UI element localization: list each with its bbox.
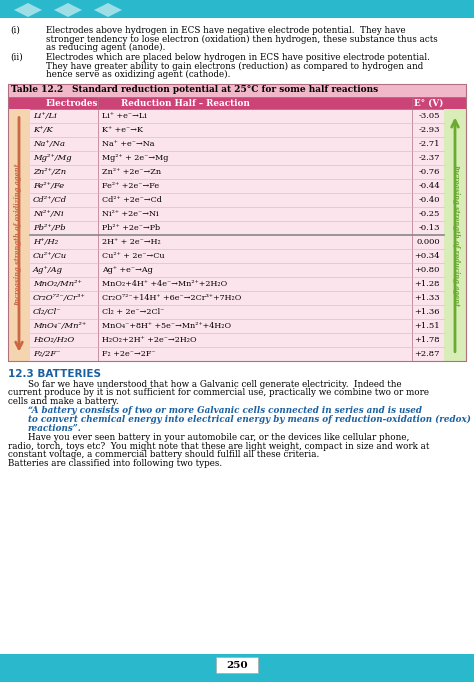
Bar	[8, 84, 466, 361]
Text: Zn²⁺/Zn: Zn²⁺/Zn	[33, 168, 66, 175]
Bar	[8, 84, 466, 97]
Text: 250: 250	[226, 660, 248, 670]
Text: -2.71: -2.71	[419, 140, 440, 147]
Text: K⁺/K: K⁺/K	[33, 125, 53, 134]
Text: So far we have understood that how a Galvanic cell generate electricity.  Indeed: So far we have understood that how a Gal…	[28, 380, 401, 389]
Text: Fe²⁺/Fe: Fe²⁺/Fe	[33, 181, 64, 190]
Text: +2.87: +2.87	[414, 350, 440, 357]
Text: Cr₂O⁷²⁻/Cr³⁺: Cr₂O⁷²⁻/Cr³⁺	[33, 293, 86, 301]
Text: Ni²⁺ +2e⁻→Ni: Ni²⁺ +2e⁻→Ni	[102, 209, 159, 218]
Text: 2H⁺ + 2e⁻→H₂: 2H⁺ + 2e⁻→H₂	[102, 237, 161, 246]
Text: Electrodes which are placed below hydrogen in ECS have positive electrode potent: Electrodes which are placed below hydrog…	[46, 53, 430, 62]
Text: Li⁺ +e⁻→Li: Li⁺ +e⁻→Li	[102, 112, 147, 119]
Text: Ni²⁺/Ni: Ni²⁺/Ni	[33, 209, 64, 218]
Text: F₂/2F⁻: F₂/2F⁻	[33, 350, 61, 357]
Text: Cl₂/Cl⁻: Cl₂/Cl⁻	[33, 308, 62, 316]
Text: +1.51: +1.51	[414, 322, 440, 329]
Text: to convert chemical energy into electrical energy by means of reduction-oxidatio: to convert chemical energy into electric…	[28, 415, 471, 424]
Text: +0.80: +0.80	[415, 265, 440, 273]
Text: H₂O₂+2H⁺ +2e⁻→2H₂O: H₂O₂+2H⁺ +2e⁻→2H₂O	[102, 336, 197, 344]
Text: F₂ +2e⁻→2F⁻: F₂ +2e⁻→2F⁻	[102, 350, 155, 357]
Text: Reduction Half – Reaction: Reduction Half – Reaction	[120, 99, 249, 108]
Text: -0.25: -0.25	[419, 209, 440, 218]
Text: Cr₂O⁷²⁻+14H⁺ +6e⁻→2Cr³⁺+7H₂O: Cr₂O⁷²⁻+14H⁺ +6e⁻→2Cr³⁺+7H₂O	[102, 293, 241, 301]
Text: (ii): (ii)	[10, 53, 23, 62]
Text: -0.13: -0.13	[419, 224, 440, 232]
Text: MnO₄⁻/Mn²⁺: MnO₄⁻/Mn²⁺	[33, 322, 86, 329]
Text: H⁺/H₂: H⁺/H₂	[33, 237, 58, 246]
Text: -3.05: -3.05	[419, 112, 440, 119]
Polygon shape	[94, 3, 122, 17]
Text: reactions”.: reactions”.	[28, 424, 82, 432]
Text: Electrodes: Electrodes	[46, 99, 98, 108]
Text: +1.36: +1.36	[414, 308, 440, 316]
Text: Cd²⁺/Cd: Cd²⁺/Cd	[33, 196, 67, 204]
Polygon shape	[54, 3, 82, 17]
Text: Na⁺ +e⁻→Na: Na⁺ +e⁻→Na	[102, 140, 155, 147]
Text: “A battery consists of two or more Galvanic cells connected in series and is use: “A battery consists of two or more Galva…	[28, 406, 422, 415]
Text: MnO₂/Mn²⁺: MnO₂/Mn²⁺	[33, 280, 82, 288]
Text: +1.33: +1.33	[414, 293, 440, 301]
Text: Increasing strength of reducing agent: Increasing strength of reducing agent	[452, 164, 460, 306]
FancyBboxPatch shape	[216, 657, 258, 673]
Text: -0.76: -0.76	[419, 168, 440, 175]
Bar	[0, 0, 474, 18]
Text: Have you ever seen battery in your automobile car, or the devices like cellular : Have you ever seen battery in your autom…	[28, 433, 410, 442]
Text: current produce by it is not sufficient for commercial use, practically we combi: current produce by it is not sufficient …	[8, 388, 429, 397]
Text: -2.93: -2.93	[419, 125, 440, 134]
Text: Pb²⁺/Pb: Pb²⁺/Pb	[33, 224, 65, 232]
Text: Fe²⁺ +2e⁻→Fe: Fe²⁺ +2e⁻→Fe	[102, 181, 159, 190]
Text: Table 12.2: Table 12.2	[11, 85, 63, 94]
Bar	[444, 108, 466, 361]
Text: 0.000: 0.000	[416, 237, 440, 246]
Text: Cu²⁺ + 2e⁻→Cu: Cu²⁺ + 2e⁻→Cu	[102, 252, 164, 260]
Text: E° (V): E° (V)	[414, 99, 444, 108]
Bar	[8, 108, 466, 361]
Text: Cd²⁺ +2e⁻→Cd: Cd²⁺ +2e⁻→Cd	[102, 196, 162, 204]
Text: Cu²⁺/Cu: Cu²⁺/Cu	[33, 252, 67, 260]
Text: -2.37: -2.37	[419, 153, 440, 162]
Text: +1.28: +1.28	[414, 280, 440, 288]
Text: (i): (i)	[10, 26, 20, 35]
Text: They have greater ability to gain electrons (reduction) as compared to hydrogen : They have greater ability to gain electr…	[46, 61, 423, 70]
Text: MnO₄⁻+8H⁺ +5e⁻→Mn²⁺+4H₂O: MnO₄⁻+8H⁺ +5e⁻→Mn²⁺+4H₂O	[102, 322, 231, 329]
Text: cells and make a battery.: cells and make a battery.	[8, 397, 118, 406]
Text: stronger tendency to lose electron (oxidation) then hydrogen, these substance th: stronger tendency to lose electron (oxid…	[46, 35, 438, 44]
Text: Mg²⁺ + 2e⁻→Mg: Mg²⁺ + 2e⁻→Mg	[102, 153, 168, 162]
Text: K⁺ +e⁻→K: K⁺ +e⁻→K	[102, 125, 143, 134]
Text: Increasing strength of oxidizing agent: Increasing strength of oxidizing agent	[14, 163, 22, 306]
Text: hence serve as oxidizing agent (cathode).: hence serve as oxidizing agent (cathode)…	[46, 70, 230, 79]
Text: -0.40: -0.40	[419, 196, 440, 204]
Text: Electrodes above hydrogen in ECS have negative electrode potential.  They have: Electrodes above hydrogen in ECS have ne…	[46, 26, 406, 35]
Text: H₂O₂/H₂O: H₂O₂/H₂O	[33, 336, 74, 344]
Text: Standard reduction potential at 25°C for some half reactions: Standard reduction potential at 25°C for…	[72, 85, 378, 94]
Text: radio, torch, toys etc?  You might note that these are light weight, compact in : radio, torch, toys etc? You might note t…	[8, 442, 429, 451]
Text: MnO₂+4H⁺ +4e⁻→Mn²⁺+2H₂O: MnO₂+4H⁺ +4e⁻→Mn²⁺+2H₂O	[102, 280, 227, 288]
Text: Cl₂ + 2e⁻→2Cl⁻: Cl₂ + 2e⁻→2Cl⁻	[102, 308, 164, 316]
Text: Batteries are classified into following two types.: Batteries are classified into following …	[8, 459, 222, 468]
Bar	[8, 97, 466, 108]
Text: as reducing agent (anode).: as reducing agent (anode).	[46, 43, 165, 53]
Text: Zn²⁺ +2e⁻→Zn: Zn²⁺ +2e⁻→Zn	[102, 168, 161, 175]
Bar	[0, 654, 474, 682]
Text: 12.3 BATTERIES: 12.3 BATTERIES	[8, 368, 101, 379]
Polygon shape	[14, 3, 42, 17]
Text: Ag⁺ +e⁻→Ag: Ag⁺ +e⁻→Ag	[102, 265, 153, 273]
Text: Pb²⁺ +2e⁻→Pb: Pb²⁺ +2e⁻→Pb	[102, 224, 160, 232]
Text: Mg²⁺/Mg: Mg²⁺/Mg	[33, 153, 72, 162]
Text: Na⁺/Na: Na⁺/Na	[33, 140, 65, 147]
Text: Li⁺/Li: Li⁺/Li	[33, 112, 57, 119]
Bar	[8, 108, 30, 361]
Text: +0.34: +0.34	[414, 252, 440, 260]
Text: -0.44: -0.44	[418, 181, 440, 190]
Text: +1.78: +1.78	[414, 336, 440, 344]
Text: constant voltage, a commercial battery should fulfill all these criteria.: constant voltage, a commercial battery s…	[8, 450, 319, 460]
Text: Ag⁺/Ag: Ag⁺/Ag	[33, 265, 63, 273]
